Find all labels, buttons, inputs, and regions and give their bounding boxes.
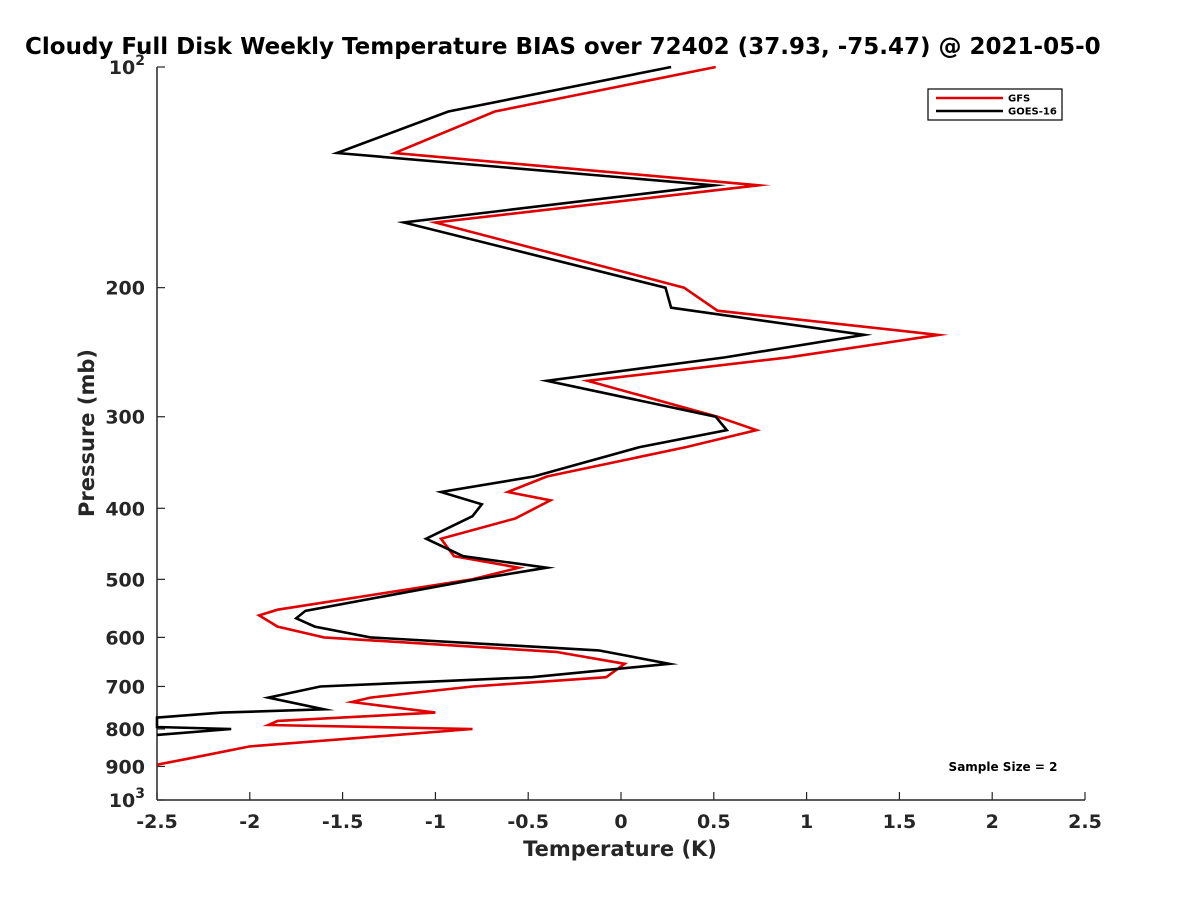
x-tick-label: 2 [986, 811, 999, 833]
legend-label-gfs: GFS [1008, 94, 1030, 105]
y-tick-label: 800 [105, 719, 145, 741]
x-tick-label: -2 [239, 811, 260, 833]
legend-box [927, 88, 1063, 121]
x-tick-label: -1 [425, 811, 446, 833]
x-tick-label: -2.5 [136, 811, 178, 833]
y-tick-label-exponent: 3 [135, 786, 145, 802]
series-lines [155, 65, 949, 766]
y-tick-label: 200 [105, 278, 145, 300]
chart-title: Cloudy Full Disk Weekly Temperature BIAS… [25, 34, 1101, 60]
sample-size-annotation: Sample Size = 2 [949, 760, 1058, 774]
legend-label-goes-16: GOES-16 [1008, 107, 1057, 118]
x-tick-label: 0.5 [697, 811, 731, 833]
x-tick-label: 1 [800, 811, 813, 833]
legend-items: GFS GOES-16 [936, 94, 1057, 118]
series-line-gfs [156, 65, 949, 766]
x-tick-label: 0 [614, 811, 627, 833]
axes: -2.5 -2 -1.5 -1 -0.5 0 0.5 1 1.5 2 2.5102200300400… [105, 53, 1102, 833]
y-axis-label: Pressure (mb) [75, 349, 99, 517]
x-tick-label: 1.5 [883, 811, 917, 833]
x-tick-label: 2.5 [1068, 811, 1102, 833]
y-tick-label: 300 [105, 407, 145, 429]
x-axis-label: Temperature (K) [523, 837, 717, 861]
x-tick-label: -0.5 [507, 811, 549, 833]
series-line-goes-16 [155, 65, 873, 737]
y-tick-label: 600 [105, 627, 145, 649]
y-tick-label: 400 [105, 498, 145, 520]
x-tick-label: -1.5 [322, 811, 364, 833]
y-tick-label: 900 [105, 756, 145, 778]
y-tick-label: 700 [105, 676, 145, 698]
y-tick-label: 500 [105, 569, 145, 591]
legend: GFS GOES-16 [927, 88, 1063, 121]
y-tick-label-exponent: 2 [135, 53, 145, 69]
